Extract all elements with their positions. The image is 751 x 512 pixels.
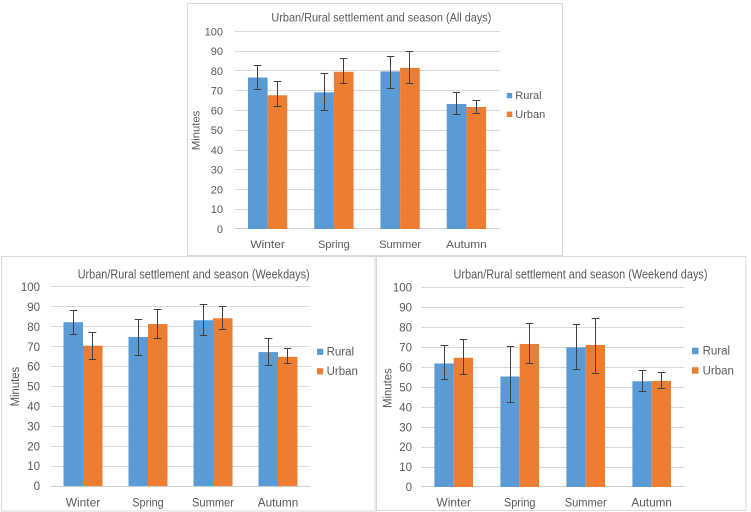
svg-text:80: 80 bbox=[211, 66, 223, 78]
svg-text:10: 10 bbox=[399, 462, 412, 474]
svg-text:Spring: Spring bbox=[132, 498, 164, 510]
svg-text:Urban/Rural settlement and sea: Urban/Rural settlement and season (Weekd… bbox=[78, 266, 310, 281]
svg-text:40: 40 bbox=[27, 402, 40, 414]
svg-text:Spring: Spring bbox=[504, 498, 536, 510]
svg-text:70: 70 bbox=[211, 86, 223, 98]
svg-text:Urban/Rural settlement and sea: Urban/Rural settlement and season (Weeke… bbox=[454, 266, 708, 281]
svg-text:40: 40 bbox=[399, 402, 412, 414]
svg-text:100: 100 bbox=[205, 26, 223, 38]
svg-text:Summer: Summer bbox=[379, 239, 421, 251]
svg-text:Winter: Winter bbox=[250, 239, 285, 251]
svg-text:30: 30 bbox=[399, 422, 412, 434]
svg-text:Autumn: Autumn bbox=[446, 239, 487, 251]
svg-text:Summer: Summer bbox=[565, 498, 607, 510]
svg-text:Winter: Winter bbox=[66, 498, 101, 510]
svg-text:20: 20 bbox=[27, 441, 40, 453]
svg-text:Minutes: Minutes bbox=[10, 367, 22, 407]
svg-text:70: 70 bbox=[27, 342, 40, 354]
svg-text:Urban: Urban bbox=[515, 109, 545, 121]
svg-text:60: 60 bbox=[211, 105, 223, 117]
svg-text:100: 100 bbox=[21, 282, 40, 294]
svg-text:Minutes: Minutes bbox=[190, 110, 202, 150]
svg-text:70: 70 bbox=[399, 342, 412, 354]
svg-text:Urban/Rural settlement and sea: Urban/Rural settlement and season (All d… bbox=[271, 11, 491, 25]
svg-text:30: 30 bbox=[27, 421, 40, 433]
svg-text:90: 90 bbox=[27, 302, 40, 314]
svg-text:50: 50 bbox=[27, 382, 40, 394]
svg-text:0: 0 bbox=[34, 481, 40, 493]
svg-text:Winter: Winter bbox=[436, 498, 471, 510]
svg-text:10: 10 bbox=[211, 204, 223, 216]
svg-text:60: 60 bbox=[399, 362, 412, 374]
svg-text:Urban: Urban bbox=[327, 366, 358, 378]
svg-text:100: 100 bbox=[393, 283, 412, 295]
svg-text:Autumn: Autumn bbox=[258, 498, 299, 510]
svg-text:20: 20 bbox=[399, 442, 412, 454]
svg-text:30: 30 bbox=[211, 165, 223, 177]
svg-text:Minutes: Minutes bbox=[382, 368, 394, 408]
svg-text:80: 80 bbox=[399, 323, 412, 335]
svg-text:Rural: Rural bbox=[703, 346, 730, 358]
svg-text:Rural: Rural bbox=[515, 90, 541, 102]
svg-text:50: 50 bbox=[399, 382, 412, 394]
svg-text:0: 0 bbox=[217, 224, 223, 236]
svg-text:40: 40 bbox=[211, 145, 223, 157]
svg-text:10: 10 bbox=[27, 461, 40, 473]
svg-text:20: 20 bbox=[211, 184, 223, 196]
svg-text:Summer: Summer bbox=[192, 498, 234, 510]
svg-text:Rural: Rural bbox=[327, 347, 354, 359]
svg-text:80: 80 bbox=[27, 322, 40, 334]
svg-text:90: 90 bbox=[399, 303, 412, 315]
svg-text:0: 0 bbox=[406, 482, 412, 494]
svg-text:Urban: Urban bbox=[703, 365, 734, 377]
svg-text:90: 90 bbox=[211, 46, 223, 58]
svg-text:Spring: Spring bbox=[318, 239, 350, 251]
svg-text:50: 50 bbox=[211, 125, 223, 137]
svg-text:Autumn: Autumn bbox=[631, 498, 672, 510]
svg-text:60: 60 bbox=[27, 362, 40, 374]
